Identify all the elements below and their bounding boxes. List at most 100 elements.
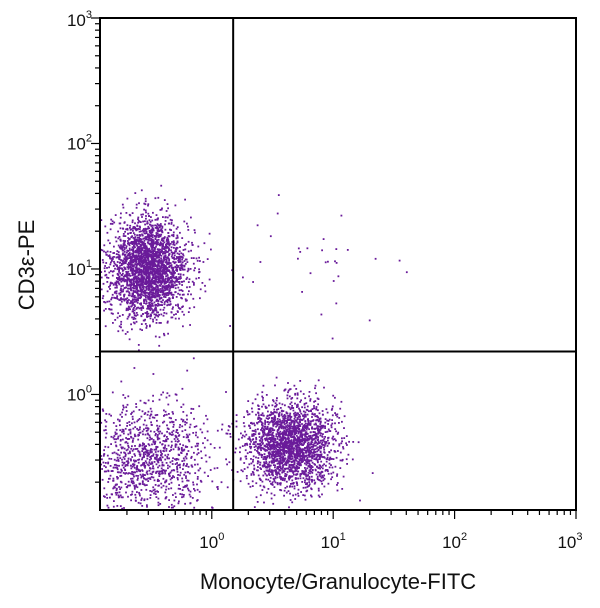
event-point (293, 412, 295, 415)
event-point (273, 411, 276, 413)
event-point (298, 454, 301, 457)
event-point (187, 487, 189, 490)
event-point (312, 445, 315, 447)
event-point (305, 460, 308, 462)
event-point (290, 475, 293, 478)
event-point (283, 494, 285, 497)
event-point (155, 236, 157, 238)
event-point (279, 469, 282, 472)
event-point (305, 435, 307, 438)
event-point (157, 288, 160, 290)
event-point (147, 312, 150, 315)
event-point (331, 466, 334, 469)
event-point (319, 451, 322, 453)
event-point (152, 241, 155, 244)
event-point (135, 243, 138, 245)
event-point (287, 446, 290, 448)
event-point (126, 301, 128, 304)
event-point (187, 281, 190, 283)
event-point (136, 298, 139, 301)
event-point (172, 285, 175, 287)
event-point (162, 266, 165, 269)
event-point (114, 263, 117, 266)
event-point (274, 477, 277, 480)
event-point (141, 288, 144, 291)
event-point (174, 287, 177, 290)
event-point (274, 481, 277, 484)
event-point (280, 438, 283, 441)
event-point (114, 319, 117, 321)
event-point (265, 469, 268, 472)
event-point (291, 442, 294, 445)
event-point (282, 443, 285, 446)
event-point (258, 439, 261, 442)
event-point (285, 491, 288, 494)
event-point (154, 283, 157, 286)
event-point (127, 294, 130, 297)
event-point (170, 469, 173, 472)
event-point (317, 453, 319, 456)
event-point (262, 403, 265, 406)
event-point (154, 235, 156, 238)
event-point (299, 421, 301, 423)
event-point (133, 316, 135, 319)
event-point (272, 464, 275, 466)
event-point (311, 472, 314, 474)
event-point (257, 469, 259, 472)
event-point (138, 297, 141, 299)
event-point (127, 274, 130, 277)
event-point (136, 258, 139, 261)
event-point (289, 425, 291, 428)
event-point (331, 419, 333, 421)
event-point (275, 450, 278, 453)
event-point (118, 292, 121, 295)
event-point (170, 255, 173, 258)
event-point (146, 315, 148, 317)
event-point (155, 253, 158, 256)
event-point (128, 292, 131, 295)
event-point (155, 268, 158, 271)
event-point (306, 423, 309, 425)
event-point (116, 281, 118, 284)
event-point (279, 442, 282, 445)
event-point (310, 494, 312, 497)
event-point (288, 406, 291, 409)
event-point (124, 278, 127, 281)
event-point (178, 250, 181, 253)
event-point (137, 271, 140, 274)
event-point (269, 444, 272, 447)
event-point (184, 502, 186, 505)
event-point (262, 430, 264, 433)
event-point (265, 443, 268, 445)
event-point (136, 244, 139, 247)
event-point (167, 262, 169, 264)
event-point (119, 291, 122, 294)
event-point (174, 284, 177, 287)
event-point (266, 433, 268, 436)
event-point (268, 473, 271, 476)
event-point (150, 286, 153, 289)
event-point (172, 235, 175, 238)
event-point (278, 464, 281, 466)
event-point (156, 232, 159, 235)
event-point (143, 258, 146, 261)
event-point (266, 463, 269, 466)
event-point (159, 254, 161, 256)
event-point (109, 228, 112, 231)
event-point (184, 298, 187, 301)
event-point (126, 197, 129, 200)
event-point (172, 231, 175, 234)
event-point (147, 307, 150, 310)
event-point (260, 468, 262, 470)
event-point (183, 260, 186, 262)
event-point (291, 441, 293, 443)
event-point (165, 210, 168, 212)
event-point (123, 266, 126, 269)
event-point (289, 447, 292, 450)
event-point (132, 293, 134, 296)
event-point (287, 416, 289, 419)
event-point (337, 431, 340, 434)
event-point (148, 238, 150, 241)
event-point (188, 433, 191, 436)
event-point (260, 437, 262, 440)
